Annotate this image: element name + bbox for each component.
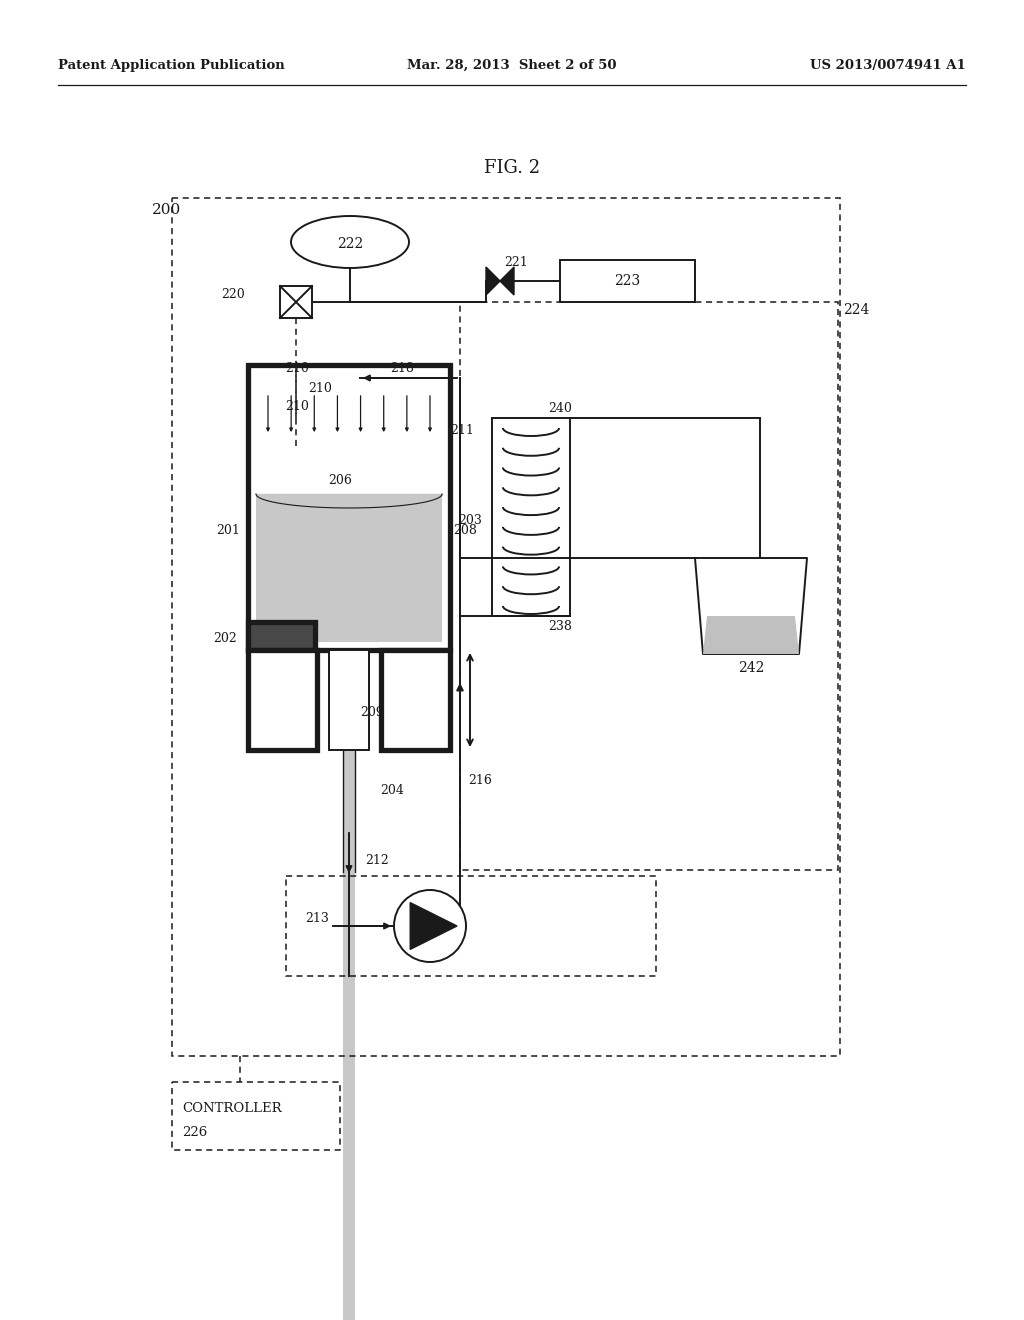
Text: 206: 206 — [328, 474, 352, 487]
Text: 218: 218 — [390, 362, 414, 375]
Bar — [492, 418, 570, 616]
Text: 210: 210 — [285, 362, 309, 375]
Bar — [286, 876, 656, 975]
Text: 242: 242 — [738, 661, 764, 675]
Bar — [381, 649, 450, 750]
Text: Mar. 28, 2013  Sheet 2 of 50: Mar. 28, 2013 Sheet 2 of 50 — [408, 58, 616, 71]
Text: 211: 211 — [450, 424, 474, 437]
Text: 224: 224 — [843, 304, 869, 317]
Polygon shape — [703, 616, 799, 653]
Text: 209: 209 — [360, 705, 384, 718]
Bar — [329, 649, 369, 750]
Bar — [248, 366, 450, 649]
Text: 204: 204 — [380, 784, 403, 796]
Bar — [248, 622, 315, 649]
Bar — [172, 198, 840, 1056]
Text: 213: 213 — [305, 912, 329, 924]
Text: 202: 202 — [213, 631, 237, 644]
Text: 212: 212 — [365, 854, 389, 866]
Text: 222: 222 — [337, 238, 364, 251]
Bar — [560, 260, 695, 302]
Text: 216: 216 — [468, 774, 492, 787]
Bar — [460, 302, 838, 870]
Text: US 2013/0074941 A1: US 2013/0074941 A1 — [810, 58, 966, 71]
Text: Patent Application Publication: Patent Application Publication — [58, 58, 285, 71]
Text: FIG. 2: FIG. 2 — [484, 158, 540, 177]
Text: 208: 208 — [453, 524, 477, 536]
Polygon shape — [486, 267, 500, 294]
Bar — [343, 750, 355, 1320]
Text: 201: 201 — [216, 524, 240, 536]
Text: 238: 238 — [548, 619, 571, 632]
Text: 210: 210 — [308, 381, 332, 395]
Text: 200: 200 — [152, 203, 181, 216]
Bar — [172, 1082, 340, 1150]
Polygon shape — [500, 267, 514, 294]
Text: CONTROLLER: CONTROLLER — [182, 1101, 282, 1114]
Text: 220: 220 — [221, 289, 245, 301]
Text: 214: 214 — [420, 895, 444, 908]
Text: 226: 226 — [182, 1126, 207, 1138]
Text: 210: 210 — [285, 400, 309, 413]
Ellipse shape — [291, 216, 409, 268]
Text: 221: 221 — [504, 256, 527, 268]
Bar — [256, 494, 442, 642]
Text: 223: 223 — [613, 275, 640, 288]
Bar — [248, 649, 317, 750]
Bar — [280, 286, 312, 318]
Circle shape — [394, 890, 466, 962]
Polygon shape — [411, 903, 457, 949]
Text: 203: 203 — [458, 513, 482, 527]
Text: 240: 240 — [548, 401, 571, 414]
